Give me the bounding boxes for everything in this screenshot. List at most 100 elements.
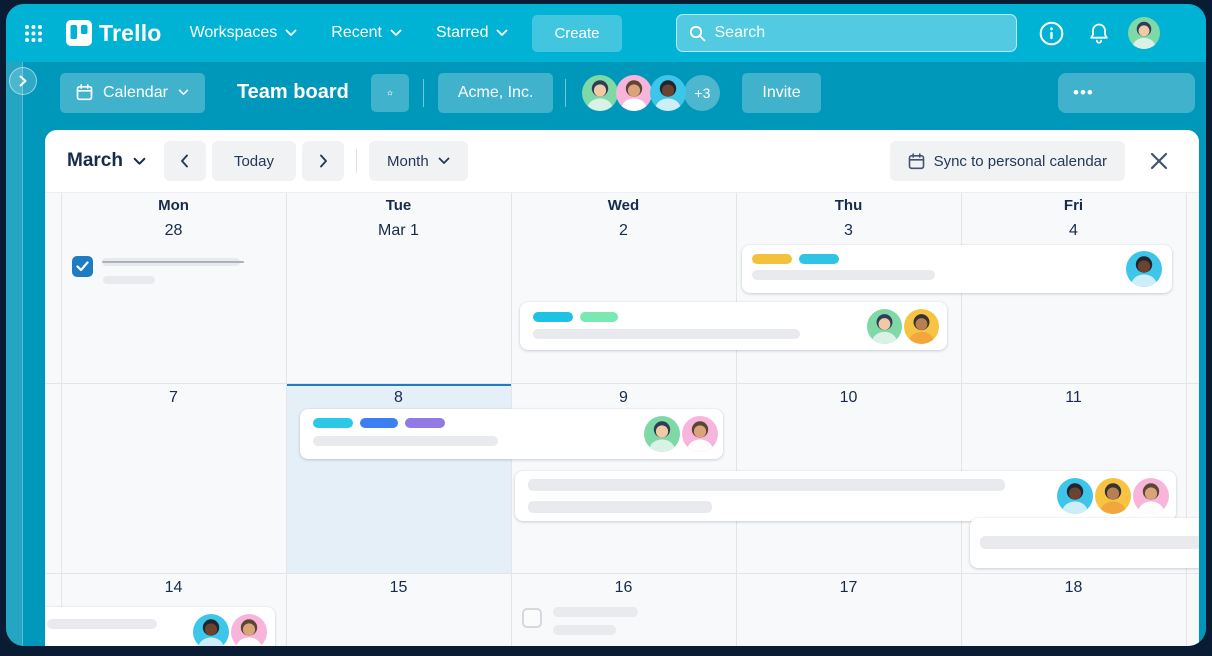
card-member-avatar[interactable] bbox=[1126, 251, 1162, 287]
calendar-card-wed2[interactable] bbox=[520, 302, 947, 350]
calendar-grid: Mon Tue Wed Thu Fri 28 Mar 1 2 3 4 7 8 9… bbox=[45, 193, 1199, 646]
view-switcher-calendar[interactable]: Calendar bbox=[60, 72, 205, 113]
chevron-down-icon bbox=[497, 29, 508, 36]
calendar-card-wed9[interactable] bbox=[515, 471, 1176, 521]
card-member-avatar[interactable] bbox=[904, 308, 939, 344]
calendar-card-tue8[interactable] bbox=[300, 409, 723, 459]
label-cyan bbox=[533, 312, 573, 322]
board-title: Team board bbox=[236, 81, 349, 103]
today-button[interactable]: Today bbox=[211, 141, 296, 181]
star-board-button[interactable] bbox=[370, 73, 409, 112]
date-label: 15 bbox=[389, 579, 408, 596]
close-calendar-button[interactable] bbox=[1143, 145, 1175, 177]
calendar-icon bbox=[76, 84, 93, 101]
date-label: 7 bbox=[169, 389, 178, 406]
date-label: 11 bbox=[1065, 389, 1082, 406]
prev-button[interactable] bbox=[163, 141, 206, 181]
grid-line bbox=[961, 193, 962, 646]
divider bbox=[356, 149, 357, 173]
calendar-card-fri11[interactable] bbox=[970, 518, 1199, 568]
chevron-down-icon bbox=[390, 29, 402, 36]
label-purple bbox=[405, 418, 445, 428]
grid-line bbox=[286, 193, 287, 646]
user-avatar[interactable] bbox=[1127, 17, 1160, 49]
card-member-avatar[interactable] bbox=[682, 416, 718, 452]
card-member-avatar[interactable] bbox=[1133, 478, 1169, 514]
date-label: 18 bbox=[1064, 579, 1083, 596]
task-text-placeholder bbox=[103, 276, 155, 284]
chevron-right-icon bbox=[19, 75, 27, 87]
label-yellow bbox=[752, 254, 792, 264]
search-input[interactable] bbox=[714, 24, 1004, 42]
view-granularity-select[interactable]: Month bbox=[369, 141, 468, 181]
label-cyan bbox=[799, 254, 839, 264]
card-member-avatar[interactable] bbox=[231, 614, 267, 646]
date-label: Mar 1 bbox=[378, 222, 419, 239]
chevron-down-icon bbox=[178, 89, 189, 96]
sync-calendar-button[interactable]: Sync to personal calendar bbox=[889, 141, 1125, 181]
calendar-icon bbox=[908, 152, 924, 169]
members-overflow-badge[interactable]: +3 bbox=[684, 74, 721, 111]
star-icon bbox=[387, 89, 393, 95]
trello-logo[interactable]: Trello bbox=[66, 20, 162, 47]
divider bbox=[565, 78, 567, 107]
task-checkbox-unchecked[interactable] bbox=[522, 608, 542, 628]
label-green bbox=[580, 312, 618, 322]
notifications-bell-icon[interactable] bbox=[1088, 22, 1110, 45]
task-text-placeholder bbox=[553, 607, 638, 617]
card-title-placeholder bbox=[313, 436, 498, 446]
label-cyan bbox=[313, 418, 353, 428]
chevron-right-icon bbox=[319, 154, 327, 168]
card-member-avatar[interactable] bbox=[867, 308, 902, 344]
date-label: 28 bbox=[164, 222, 183, 239]
info-icon[interactable] bbox=[1039, 21, 1064, 46]
create-button[interactable]: Create bbox=[532, 14, 622, 52]
nav-workspaces[interactable]: Workspaces bbox=[190, 24, 298, 42]
sidebar-expand-button[interactable] bbox=[9, 67, 37, 95]
task-checkbox-checked[interactable] bbox=[72, 256, 93, 277]
top-nav: Trello Workspaces Recent Starred Create bbox=[6, 4, 1206, 62]
member-avatar[interactable] bbox=[582, 74, 619, 111]
date-label: 3 bbox=[844, 222, 853, 239]
logo-text: Trello bbox=[99, 19, 162, 46]
card-member-avatar[interactable] bbox=[1095, 478, 1131, 514]
member-avatar[interactable] bbox=[616, 74, 653, 111]
apps-grid-icon[interactable] bbox=[18, 18, 48, 48]
day-header-tue: Tue bbox=[385, 197, 412, 214]
calendar-card-mon14[interactable] bbox=[45, 607, 275, 646]
invite-button[interactable]: Invite bbox=[742, 72, 821, 113]
calendar-card-thu3[interactable] bbox=[742, 245, 1172, 293]
board-menu-button[interactable]: ••• bbox=[1058, 72, 1195, 113]
card-member-avatar[interactable] bbox=[644, 416, 680, 452]
card-member-avatar[interactable] bbox=[193, 614, 229, 646]
day-header-mon: Mon bbox=[158, 197, 189, 214]
workspace-button[interactable]: Acme, Inc. bbox=[437, 72, 554, 113]
search-icon bbox=[689, 25, 705, 41]
month-selector[interactable]: March bbox=[67, 150, 146, 172]
day-header-fri: Fri bbox=[1063, 197, 1084, 214]
date-label: 10 bbox=[839, 389, 858, 406]
member-avatar[interactable] bbox=[650, 74, 687, 111]
chevron-down-icon bbox=[133, 157, 146, 165]
card-title-placeholder bbox=[528, 479, 1005, 491]
day-header-thu: Thu bbox=[834, 197, 863, 214]
card-title-placeholder bbox=[533, 329, 800, 339]
date-label: 2 bbox=[619, 222, 628, 239]
grid-line bbox=[1186, 193, 1187, 646]
grid-line bbox=[61, 193, 62, 646]
task-text-placeholder bbox=[553, 625, 616, 635]
search-box[interactable] bbox=[675, 14, 1017, 52]
nav-starred[interactable]: Starred bbox=[436, 24, 508, 42]
date-label: 4 bbox=[1069, 222, 1078, 239]
day-header-wed: Wed bbox=[607, 197, 640, 214]
check-icon bbox=[76, 261, 89, 272]
date-label: 17 bbox=[839, 579, 858, 596]
next-button[interactable] bbox=[302, 141, 344, 181]
strikethrough-line bbox=[102, 261, 244, 263]
card-member-avatar[interactable] bbox=[1057, 478, 1093, 514]
calendar-panel: March Today Month bbox=[45, 130, 1199, 646]
grid-line bbox=[45, 573, 1199, 574]
close-icon bbox=[1150, 152, 1168, 170]
nav-recent[interactable]: Recent bbox=[331, 24, 402, 42]
